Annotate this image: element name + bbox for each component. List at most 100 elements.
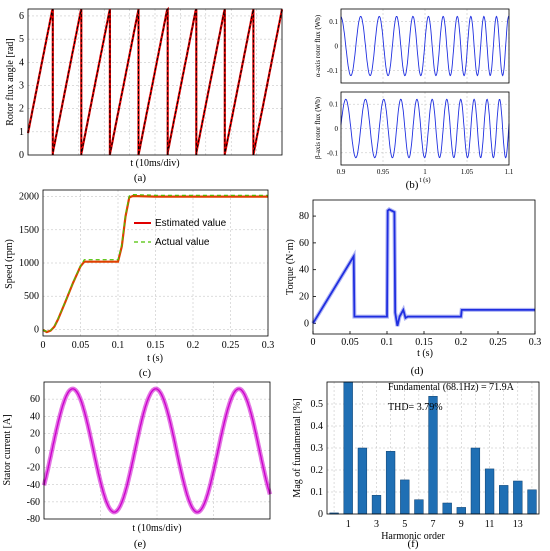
e-ytick-label: 20 <box>30 428 40 439</box>
c-xtick-label: 0.15 <box>147 340 165 351</box>
d-caption: (d) <box>411 365 424 377</box>
f-bar <box>371 495 382 515</box>
b-lines <box>340 15 510 159</box>
f-xtick-label: 9 <box>459 519 464 530</box>
d-torque-line <box>312 208 535 327</box>
d-xtick-label: 0.1 <box>381 337 394 348</box>
c-xlabel: t (s) <box>147 353 163 364</box>
d-xlabel: t (s) <box>417 348 433 359</box>
panel-e: -80 -60 -40 -20 0 20 40 60 Stator current [A] t… <box>2 381 273 550</box>
b-bottom-axes-frame <box>340 91 510 166</box>
f-xtick-label: 11 <box>485 519 495 530</box>
panel-d: 0 0.05 0.1 0.15 0.2 0.25 0.3 0 20 40 60 80 Torque (… <box>285 199 541 377</box>
c-ytick-label: 1000 <box>19 258 39 269</box>
f-xtick-label: 1 <box>346 519 351 530</box>
f-ytick-label: 0 <box>318 509 323 520</box>
a-ytick-label: 3 <box>19 80 24 91</box>
b-xtick-label: 0.95 <box>377 168 390 176</box>
a-ylabel: Rotor flux angle [rad] <box>5 38 16 125</box>
d-ylabel: Torque (N·m) <box>285 239 296 295</box>
a-ytick-label: 4 <box>19 57 24 68</box>
c-xtick-label: 0 <box>41 340 46 351</box>
f-axes-frame <box>326 381 540 515</box>
b-ticks: -0.1 0 0.1 -0.1 0 0.1 0.9 0.95 1 1.05 1.1 <box>327 18 514 176</box>
e-ytick-label: -80 <box>27 514 40 525</box>
c-grid <box>43 190 268 336</box>
e-ytick-label: -40 <box>27 480 40 491</box>
d-xtick-label: 0.15 <box>415 337 433 348</box>
f-bar <box>513 480 523 515</box>
f-bar <box>385 451 396 515</box>
e-ytick-label: 60 <box>30 394 40 405</box>
d-lines <box>311 206 535 327</box>
b-beta-flux-line <box>340 98 510 159</box>
b-ytick-label: 0.1 <box>329 101 338 109</box>
a-xlabel: t (10ms/div) <box>130 158 179 169</box>
c-xtick-label: 0.1 <box>112 340 125 351</box>
f-ylabel: Mag of fundamental [%] <box>292 398 303 497</box>
f-annotation-thd: THD= 3.79% <box>388 402 443 413</box>
d-ytick-label: 80 <box>299 211 309 222</box>
c-legend: Estimated value Actual value <box>134 218 227 248</box>
c-caption: (c) <box>139 367 152 379</box>
f-caption: (f) <box>408 538 419 550</box>
panel-c: 0 0.05 0.1 0.15 0.2 0.25 0.3 0 500 1000 1500 2000 S… <box>4 189 274 379</box>
f-bar <box>428 396 438 515</box>
a-axes-frame <box>27 8 283 156</box>
d-ytick-label: 60 <box>299 238 309 249</box>
c-lines <box>42 193 268 334</box>
a-y-ticks: 0 1 2 3 4 5 6 <box>19 11 24 161</box>
panel-b: -0.1 0 0.1 -0.1 0 0.1 0.9 0.95 1 1.05 1.1 α-axis r… <box>314 8 514 191</box>
e-current-line <box>43 388 271 513</box>
d-xtick-label: 0.3 <box>529 337 542 348</box>
a-ytick-label: 6 <box>19 11 24 22</box>
a-ytick-label: 0 <box>19 150 24 161</box>
b-ytick-label: 0.1 <box>329 18 338 26</box>
f-ytick-label: 0.1 <box>311 487 324 498</box>
c-actual-line <box>42 193 268 333</box>
e-ytick-label: -60 <box>27 497 40 508</box>
f-xtick-label: 5 <box>402 519 407 530</box>
c-xtick-label: 0.2 <box>187 340 200 351</box>
f-bar <box>414 499 424 515</box>
e-ytick-label: -20 <box>27 463 40 474</box>
c-xtick-label: 0.05 <box>72 340 90 351</box>
f-ytick-label: 0.4 <box>311 421 324 432</box>
c-axes-frame <box>42 189 269 337</box>
panel-f: 00.10.20.30.40.51 3 5 7 9 11 13 Mag of fundame… <box>292 381 540 550</box>
b-xlabel: t (s) <box>419 176 431 184</box>
panel-a: 0 1 2 3 4 5 6 Rotor flux angle [rad] t (10ms/d… <box>5 6 284 184</box>
a-ytick-label: 1 <box>19 127 24 138</box>
b-ytick-label: -0.1 <box>327 149 339 157</box>
c-ticks: 0 0.05 0.1 0.15 0.2 0.25 0.3 0 500 1000 1500 2000 <box>19 192 274 351</box>
b-xtick-label: 1.05 <box>461 168 474 176</box>
b-xtick-label: 1.1 <box>505 168 514 176</box>
b-xtick-label: 0.9 <box>337 168 346 176</box>
f-bar <box>484 468 495 515</box>
f-bar <box>343 381 353 515</box>
f-bar <box>442 502 452 515</box>
f-bar <box>470 447 481 515</box>
e-ticks: -80 -60 -40 -20 0 20 40 60 <box>27 394 40 525</box>
c-xtick-label: 0.25 <box>222 340 240 351</box>
d-ytick-label: 0 <box>304 318 309 329</box>
f-ytick-label: 0.3 <box>311 443 324 454</box>
b-alpha-flux-line <box>340 15 510 77</box>
c-ytick-label: 500 <box>24 291 39 302</box>
d-torque-ripple-band <box>311 206 535 327</box>
c-legend-actual: Actual value <box>155 237 210 248</box>
f-bar <box>357 447 368 515</box>
c-ylabel: Speed (rpm) <box>4 239 15 289</box>
a-ytick-label: 2 <box>19 104 24 115</box>
c-legend-estimated: Estimated value <box>155 218 227 229</box>
e-lines <box>41 386 273 515</box>
e-ytick-label: 0 <box>35 446 40 457</box>
c-xtick-label: 0.3 <box>262 340 275 351</box>
f-xtick-label: 7 <box>431 519 436 530</box>
c-ytick-label: 1500 <box>19 225 39 236</box>
d-ticks: 0 0.05 0.1 0.15 0.2 0.25 0.3 0 20 40 60 80 <box>299 211 541 348</box>
b-alpha-ylabel: α-axis rotor flux (Wb) <box>314 14 322 77</box>
f-ytick-label: 0.2 <box>311 465 324 476</box>
d-axes-frame <box>312 199 536 335</box>
f-annotation-fundamental: Fundamental (68.1Hz) = 71.9A <box>388 382 515 393</box>
